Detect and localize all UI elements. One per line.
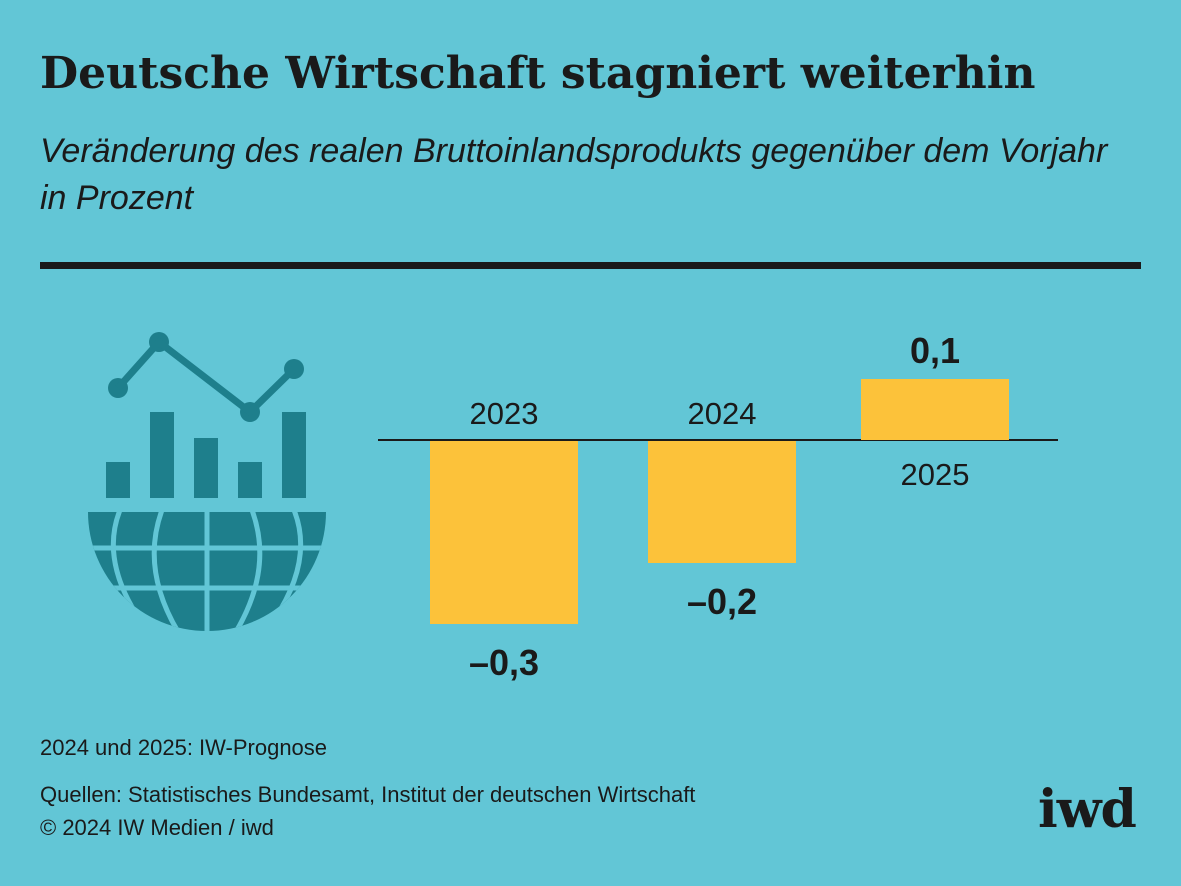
chart-subtitle: Veränderung des realen Bruttoinlandsprod… [40, 132, 1108, 217]
bar-2024 [648, 441, 796, 563]
category-label: 2025 [901, 457, 970, 492]
iwd-logo: iwd [1038, 779, 1137, 840]
source-note: Quellen: Statistisches Bundesamt, Instit… [40, 782, 696, 807]
title-divider [40, 262, 1141, 269]
category-label: 2024 [688, 396, 757, 431]
value-label: –0,3 [469, 642, 539, 683]
value-label: 0,1 [910, 330, 960, 371]
bar-2023 [430, 441, 578, 624]
copyright-note: © 2024 IW Medien / iwd [40, 815, 274, 840]
bar-2025 [861, 379, 1009, 440]
chart-title: Deutsche Wirtschaft stagniert weiterhin [40, 48, 1036, 99]
value-label: –0,2 [687, 581, 757, 622]
category-label: 2023 [470, 396, 539, 431]
globe-economy-icon [80, 320, 340, 645]
forecast-note: 2024 und 2025: IW-Prognose [40, 735, 328, 760]
